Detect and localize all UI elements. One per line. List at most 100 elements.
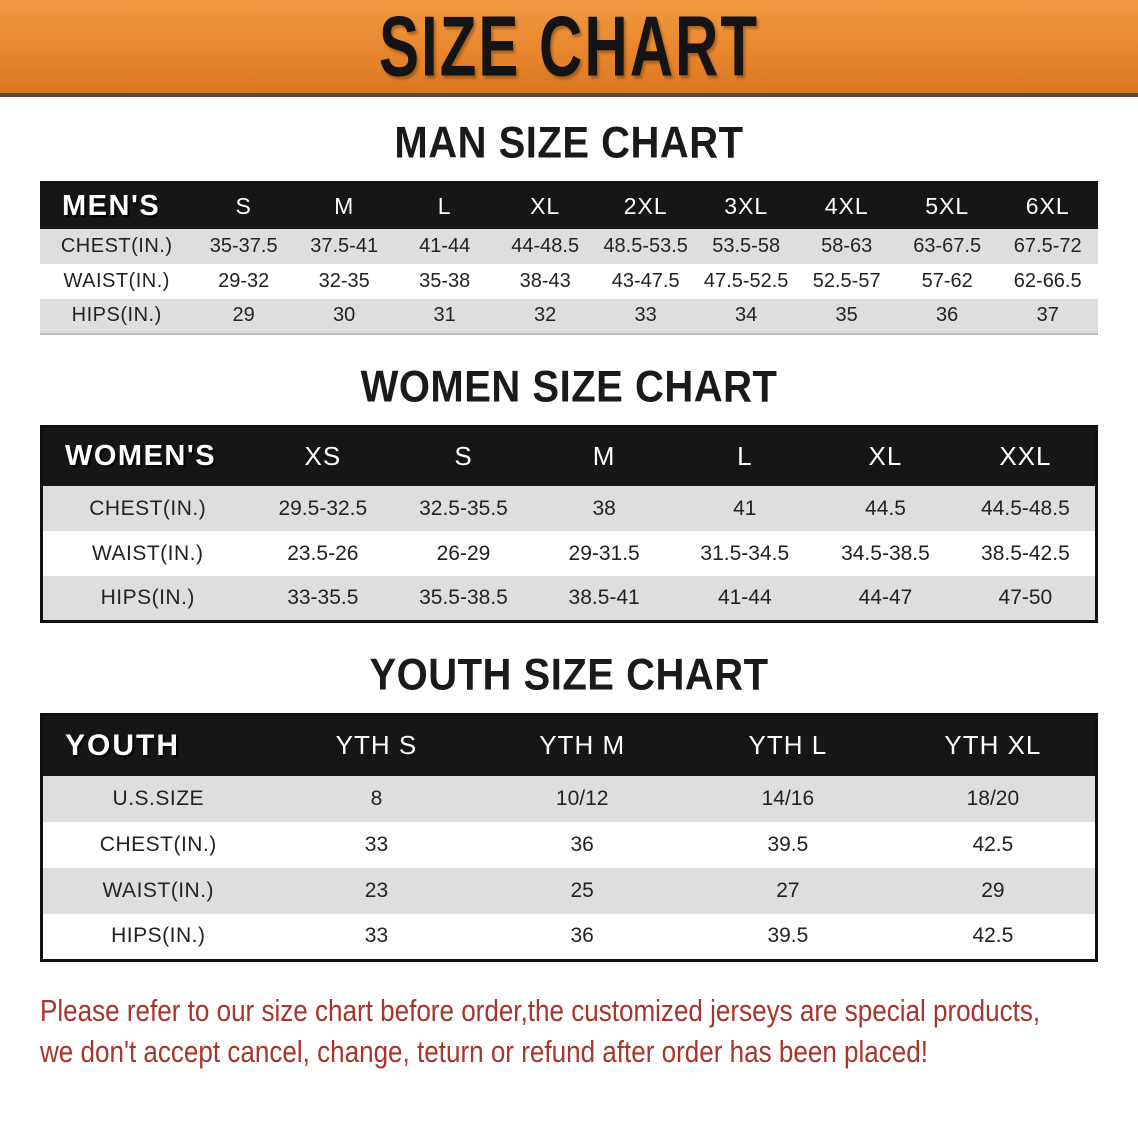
size-value-cell: 35-38 <box>394 263 495 299</box>
size-value-cell: 43-47.5 <box>595 263 696 299</box>
row-label: WAIST(IN.) <box>40 263 194 299</box>
size-value-cell: 52.5-57 <box>796 263 897 299</box>
size-column-header: 3XL <box>695 182 797 229</box>
disclaimer-line-2: we don't accept cancel, change, teturn o… <box>40 1033 929 1069</box>
size-value-cell: 67.5-72 <box>997 228 1098 264</box>
row-label: U.S.SIZE <box>41 776 274 822</box>
size-value-cell: 44.5-48.5 <box>955 486 1097 531</box>
size-column-header: XXL <box>955 426 1097 486</box>
size-value-cell: 42.5 <box>890 914 1097 960</box>
size-value-cell: 44-48.5 <box>494 228 596 264</box>
size-value-cell: 38.5-42.5 <box>955 531 1097 576</box>
table-row: WAIST(IN.) 29-32 32-35 35-38 38-43 43-47.5 47.… <box>40 263 1098 299</box>
size-value-cell: 29.5-32.5 <box>252 486 394 531</box>
size-value-cell: 29 <box>890 868 1097 914</box>
section-mens: MAN SIZE CHART MEN'S S M L XL 2XL 3XL 4XL 5XL 6XL C… <box>0 118 1138 335</box>
disclaimer: Please refer to our size chart before or… <box>40 990 1138 1072</box>
size-column-header: 6XL <box>997 182 1098 229</box>
size-value-cell: 36 <box>479 914 686 960</box>
size-value-cell: 34.5-38.5 <box>815 531 956 576</box>
size-column-header: 5XL <box>896 182 998 229</box>
size-value-cell: 23 <box>273 868 480 914</box>
size-value-cell: 35.5-38.5 <box>393 576 534 621</box>
row-label: WAIST(IN.) <box>41 868 274 914</box>
table-row: U.S.SIZE 8 10/12 14/16 18/20 <box>41 776 1097 822</box>
size-value-cell: 39.5 <box>685 822 891 868</box>
size-value-cell: 53.5-58 <box>695 228 797 264</box>
size-column-header: M <box>533 426 675 486</box>
size-value-cell: 32.5-35.5 <box>393 486 534 531</box>
size-column-header: S <box>393 426 534 486</box>
size-value-cell: 37 <box>997 298 1098 334</box>
corner-label-mens: MEN'S <box>40 182 194 229</box>
size-column-header: L <box>394 182 495 229</box>
size-value-cell: 41-44 <box>674 576 816 621</box>
size-value-cell: 36 <box>479 822 686 868</box>
size-value-cell: 62-66.5 <box>997 263 1098 299</box>
size-column-header: XL <box>815 426 956 486</box>
size-value-cell: 44-47 <box>815 576 956 621</box>
header-row: WOMEN'S XS S M L XL XXL <box>41 426 1097 486</box>
table-row: HIPS(IN.) 29 30 31 32 33 34 35 36 37 <box>40 298 1098 334</box>
size-column-header: L <box>674 426 816 486</box>
section-heading-mens: MAN SIZE CHART <box>394 118 744 168</box>
section-womens: WOMEN SIZE CHART WOMEN'S XS S M L XL XXL CHEST(I… <box>0 361 1138 623</box>
size-value-cell: 30 <box>293 298 395 334</box>
size-value-cell: 48.5-53.5 <box>595 228 696 264</box>
size-table-womens: WOMEN'S XS S M L XL XXL CHEST(IN.) 29.5-32.5 32.5… <box>40 424 1098 623</box>
table-row: WAIST(IN.) 23.5-26 26-29 29-31.5 31.5-34.5 34… <box>41 531 1097 576</box>
section-heading-womens: WOMEN SIZE CHART <box>360 361 778 412</box>
size-value-cell: 31.5-34.5 <box>674 531 816 576</box>
size-value-cell: 31 <box>394 298 495 334</box>
size-column-header: XS <box>252 426 394 486</box>
size-column-header: XL <box>494 182 596 229</box>
section-youth: YOUTH SIZE CHART YOUTH YTH S YTH M YTH L YTH … <box>0 650 1138 962</box>
banner-title: SIZE CHART <box>379 0 759 95</box>
size-value-cell: 33 <box>273 822 480 868</box>
size-value-cell: 26-29 <box>393 531 534 576</box>
size-value-cell: 38.5-41 <box>533 576 675 621</box>
size-column-header: YTH XL <box>890 714 1097 776</box>
size-value-cell: 29-31.5 <box>533 531 675 576</box>
size-value-cell: 35-37.5 <box>193 228 294 264</box>
size-value-cell: 33-35.5 <box>252 576 394 621</box>
disclaimer-line-1: Please refer to our size chart before or… <box>40 992 1041 1028</box>
size-value-cell: 32 <box>494 298 596 334</box>
size-column-header: M <box>293 182 395 229</box>
row-label: WAIST(IN.) <box>41 531 253 576</box>
header-row: MEN'S S M L XL 2XL 3XL 4XL 5XL 6XL <box>40 182 1098 229</box>
size-value-cell: 8 <box>273 776 480 822</box>
size-chart-banner: SIZE CHART <box>0 0 1138 97</box>
size-value-cell: 36 <box>896 298 998 334</box>
size-value-cell: 42.5 <box>890 822 1097 868</box>
size-value-cell: 23.5-26 <box>252 531 394 576</box>
size-value-cell: 33 <box>273 914 480 960</box>
size-column-header: YTH M <box>479 714 686 776</box>
size-value-cell: 34 <box>695 298 797 334</box>
header-row: YOUTH YTH S YTH M YTH L YTH XL <box>41 714 1097 776</box>
size-value-cell: 18/20 <box>890 776 1097 822</box>
row-label: HIPS(IN.) <box>40 298 194 334</box>
row-label: HIPS(IN.) <box>41 576 253 621</box>
sections-container: MAN SIZE CHART MEN'S S M L XL 2XL 3XL 4XL 5XL 6XL C… <box>0 118 1138 962</box>
size-value-cell: 39.5 <box>685 914 891 960</box>
size-value-cell: 38 <box>533 486 675 531</box>
size-value-cell: 58-63 <box>796 228 897 264</box>
size-value-cell: 37.5-41 <box>293 228 395 264</box>
size-value-cell: 57-62 <box>896 263 998 299</box>
size-table-youth: YOUTH YTH S YTH M YTH L YTH XL U.S.SIZE 8 10/12… <box>40 712 1098 962</box>
table-row: HIPS(IN.) 33-35.5 35.5-38.5 38.5-41 41-44 44-… <box>41 576 1097 621</box>
size-value-cell: 27 <box>685 868 891 914</box>
table-row: CHEST(IN.) 29.5-32.5 32.5-35.5 38 41 44.5 44.5… <box>41 486 1097 531</box>
row-label: CHEST(IN.) <box>40 228 194 264</box>
corner-label-youth: YOUTH <box>41 714 274 776</box>
size-table-mens: MEN'S S M L XL 2XL 3XL 4XL 5XL 6XL CHEST(IN.) 35-37… <box>40 181 1098 335</box>
size-value-cell: 29-32 <box>193 263 294 299</box>
size-value-cell: 44.5 <box>815 486 956 531</box>
row-label: HIPS(IN.) <box>41 914 274 960</box>
size-value-cell: 35 <box>796 298 897 334</box>
size-column-header: YTH L <box>685 714 891 776</box>
size-value-cell: 33 <box>595 298 696 334</box>
size-value-cell: 47-50 <box>955 576 1097 621</box>
size-value-cell: 38-43 <box>494 263 596 299</box>
